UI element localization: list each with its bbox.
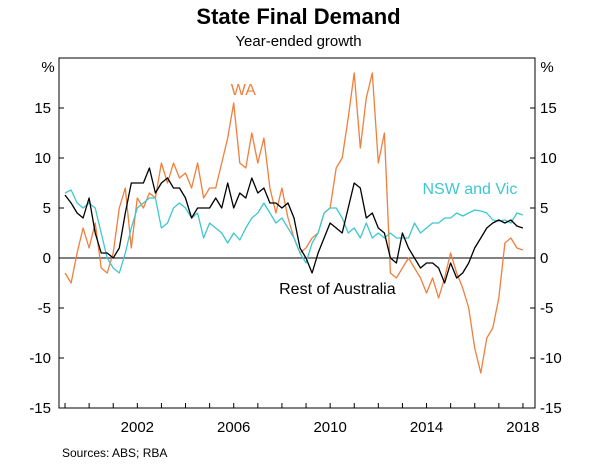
y-tick-label-right: -10	[540, 350, 562, 367]
y-tick-label-right: -5	[540, 300, 553, 317]
plot-frame	[58, 57, 536, 409]
left-unit-label: %	[41, 59, 54, 76]
chart-title: State Final Demand	[196, 4, 401, 29]
y-tick-label-right: 0	[540, 250, 548, 267]
x-tick-label: 2002	[121, 419, 154, 436]
y-tick-label-right: 5	[540, 200, 548, 217]
y-tick-label-left: -15	[29, 400, 51, 417]
y-tick-label-right: 10	[540, 150, 557, 167]
series-line-nsw-and-vic	[64, 189, 524, 274]
y-tick-label-left: -5	[38, 300, 51, 317]
y-tick-label-left: 15	[34, 100, 51, 117]
x-tick-label: 2006	[217, 419, 250, 436]
series-lines	[64, 72, 524, 374]
source-note: Sources: ABS; RBA	[62, 446, 168, 460]
right-unit-label: %	[540, 59, 553, 76]
y-tick-label-left: 0	[43, 250, 51, 267]
x-tick-label: 2018	[506, 419, 539, 436]
y-tick-label-left: 10	[34, 150, 51, 167]
series-label-nsw-and-vic: NSW and Vic	[422, 181, 517, 198]
series-labels: WA NSW and Vic Rest of Australia	[231, 82, 518, 298]
series-line-wa	[64, 72, 524, 374]
x-tick-label: 2014	[410, 419, 443, 436]
right-axis: -15 -10 -5 0 5 10 15	[530, 100, 562, 417]
chart-subtitle: Year-ended growth	[235, 33, 362, 50]
y-tick-label-right: 15	[540, 100, 557, 117]
series-line-rest-of-australia	[64, 167, 524, 284]
y-tick-label-right: -15	[540, 400, 562, 417]
x-tick-label: 2010	[313, 419, 346, 436]
x-axis: 2002 2006 2010 2014 2018	[64, 403, 540, 436]
y-tick-label-left: 5	[43, 200, 51, 217]
series-label-rest-of-australia: Rest of Australia	[279, 281, 396, 298]
left-axis: -15 -10 -5 0 5 10 15	[29, 100, 64, 417]
y-tick-label-left: -10	[29, 350, 51, 367]
series-label-wa: WA	[231, 82, 257, 99]
